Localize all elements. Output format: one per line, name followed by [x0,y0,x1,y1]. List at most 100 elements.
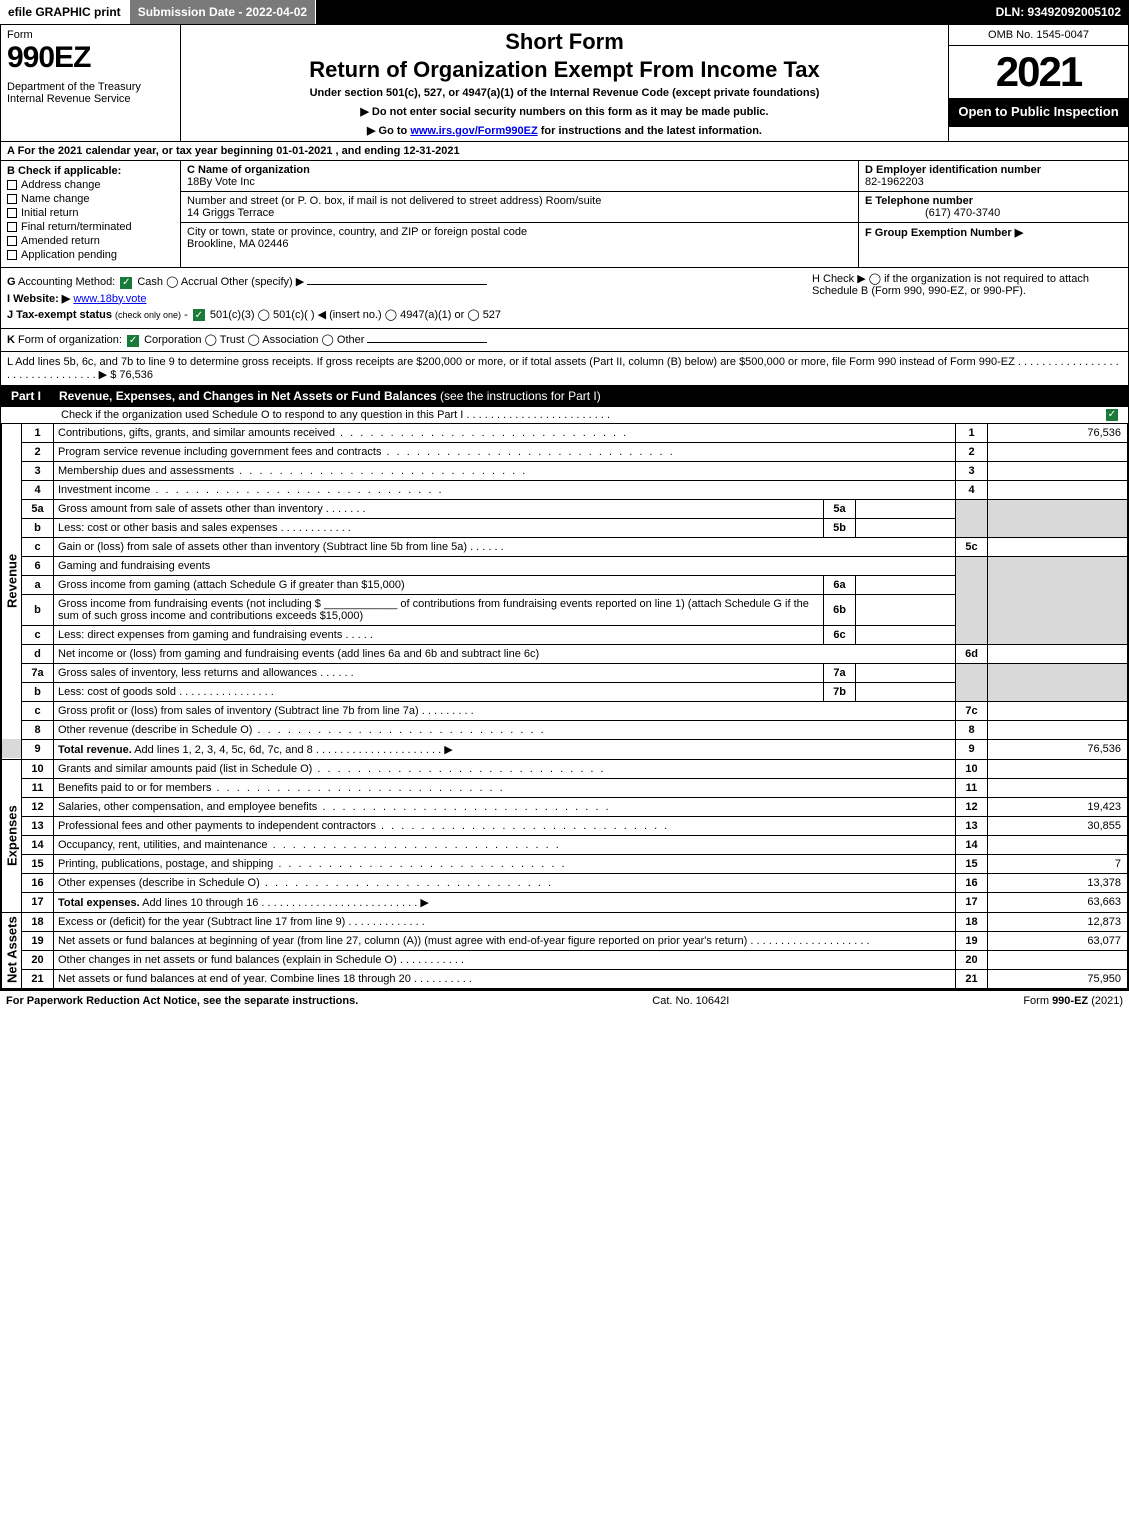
line-desc: Printing, publications, postage, and shi… [54,854,956,873]
line-val [988,480,1128,499]
chk-application-pending[interactable] [7,250,17,260]
sub-num: 5a [824,499,856,518]
chk-amended-return[interactable] [7,236,17,246]
e-phone-label: E Telephone number [865,195,973,207]
line-desc: Benefits paid to or for members [54,778,956,797]
line-val: 12,873 [988,912,1128,931]
chk-label: Name change [21,193,90,205]
line-num: 7a [22,663,54,682]
line-desc: Contributions, gifts, grants, and simila… [54,423,956,442]
line-rnum: 1 [956,423,988,442]
line-num: 1 [22,423,54,442]
check-icon: ✓ [127,335,139,347]
line-num: b [22,594,54,625]
f-group-label: F Group Exemption Number ▶ [865,227,1023,239]
submission-date: Submission Date - 2022-04-02 [130,0,316,24]
chk-address-change[interactable] [7,180,17,190]
line-val [988,835,1128,854]
line-rnum: 15 [956,854,988,873]
chk-label: Final return/terminated [21,221,132,233]
check-icon: ✓ [1106,409,1118,421]
expenses-tab: Expenses [2,759,22,912]
line-num: 4 [22,480,54,499]
line-val [988,759,1128,778]
line-num: 12 [22,797,54,816]
line-rnum: 18 [956,912,988,931]
efile-label[interactable]: efile GRAPHIC print [0,0,130,24]
line-num: 8 [22,720,54,739]
line-val: 30,855 [988,816,1128,835]
line-rnum: 2 [956,442,988,461]
line-desc: Gain or (loss) from sale of assets other… [54,537,956,556]
line-num: 19 [22,931,54,950]
line-desc: Net assets or fund balances at beginning… [54,931,956,950]
row-k: K Form of organization: ✓ Corporation ◯ … [1,329,1128,352]
chk-name-change[interactable] [7,194,17,204]
website-link[interactable]: www.18by.vote [73,293,146,305]
line-num: 10 [22,759,54,778]
line-rnum: 7c [956,701,988,720]
line-desc: Other changes in net assets or fund bala… [54,950,956,969]
form-subtitle: Under section 501(c), 527, or 4947(a)(1)… [189,87,940,99]
line-val: 76,536 [988,739,1128,759]
line-val [988,644,1128,663]
sub-num: 5b [824,518,856,537]
header-left: Form 990EZ Department of the Treasury In… [1,25,181,141]
line-num: b [22,518,54,537]
line-desc: Gross profit or (loss) from sales of inv… [54,701,956,720]
instruction-1: ▶ Do not enter social security numbers o… [189,105,940,118]
line-desc: Membership dues and assessments [54,461,956,480]
header-right: OMB No. 1545-0047 2021 Open to Public In… [948,25,1128,141]
line-rnum: 3 [956,461,988,480]
row-l: L Add lines 5b, 6c, and 7b to line 9 to … [1,352,1128,385]
part-1-schedule-o-check: Check if the organization used Schedule … [1,407,1128,423]
line-val [988,461,1128,480]
line-val [988,720,1128,739]
form-label: Form [7,29,174,41]
chk-initial-return[interactable] [7,208,17,218]
part-1-table: Revenue 1 Contributions, gifts, grants, … [1,423,1128,989]
grey-cell [988,663,1128,701]
line-desc: Salaries, other compensation, and employ… [54,797,956,816]
part-1-header: Part I Revenue, Expenses, and Changes in… [1,385,1128,407]
dept-label: Department of the Treasury Internal Reve… [7,81,174,105]
revenue-tab: Revenue [2,423,22,739]
line-rnum: 8 [956,720,988,739]
org-city: Brookline, MA 02446 [187,238,289,250]
line-desc: Less: cost of goods sold . . . . . . . .… [54,682,824,701]
line-num: 21 [22,969,54,988]
line-num: 13 [22,816,54,835]
sub-num: 6a [824,575,856,594]
instructions-link[interactable]: www.irs.gov/Form990EZ [410,125,537,137]
header-center: Short Form Return of Organization Exempt… [181,25,948,141]
row-h: H Check ▶ ◯ if the organization is not r… [812,272,1122,297]
line-desc: Gross amount from sale of assets other t… [54,499,824,518]
line-num: 14 [22,835,54,854]
line-rnum: 19 [956,931,988,950]
line-num: b [22,682,54,701]
part-title: Revenue, Expenses, and Changes in Net As… [51,385,1128,407]
line-desc: Gross sales of inventory, less returns a… [54,663,824,682]
instruction-2: ▶ Go to www.irs.gov/Form990EZ for instru… [189,124,940,137]
omb-number: OMB No. 1545-0047 [949,25,1128,46]
chk-final-return[interactable] [7,222,17,232]
sub-val [856,575,956,594]
chk-label: Address change [21,179,101,191]
chk-label: Amended return [21,235,100,247]
row-a-tax-year: A For the 2021 calendar year, or tax yea… [1,142,1128,161]
part-num: Part I [1,385,51,407]
section-b-to-f: B Check if applicable: Address change Na… [1,161,1128,268]
d-ein: 82-1962203 [865,176,924,188]
line-num: 6 [22,556,54,575]
check-icon: ✓ [120,277,132,289]
sub-num: 6b [824,594,856,625]
line-num: 15 [22,854,54,873]
line-val [988,778,1128,797]
line-val [988,537,1128,556]
chk-label: Application pending [21,249,117,261]
line-val: 63,663 [988,892,1128,912]
line-rnum: 20 [956,950,988,969]
line-desc: Professional fees and other payments to … [54,816,956,835]
line-desc: Investment income [54,480,956,499]
line-val: 7 [988,854,1128,873]
